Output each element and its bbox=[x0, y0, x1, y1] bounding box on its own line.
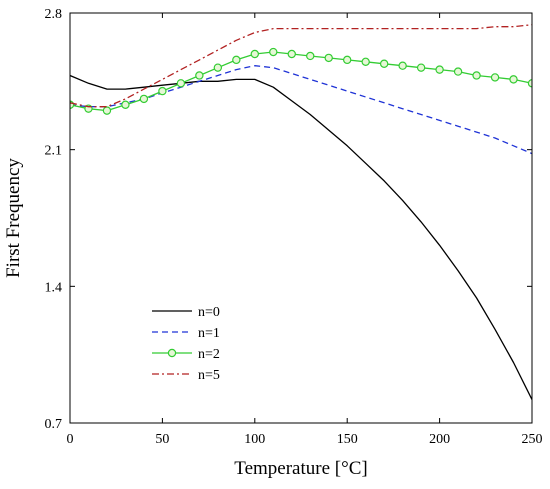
data-point bbox=[343, 55, 352, 65]
legend-label: n=5 bbox=[198, 368, 220, 383]
x-tick-label: 200 bbox=[429, 432, 450, 447]
y-tick-label: 0.7 bbox=[45, 417, 63, 432]
y-tick-label: 1.4 bbox=[45, 280, 63, 295]
data-point bbox=[176, 79, 186, 88]
series-line-n-2 bbox=[70, 51, 532, 112]
data-point bbox=[102, 106, 112, 115]
x-tick-label: 0 bbox=[67, 432, 74, 447]
data-point bbox=[158, 86, 167, 96]
legend-label: n=0 bbox=[198, 305, 220, 320]
data-point bbox=[379, 59, 389, 68]
x-axis-title: Temperature [°C] bbox=[234, 458, 367, 479]
data-point bbox=[509, 75, 518, 84]
data-point bbox=[287, 49, 296, 59]
legend-label: n=1 bbox=[198, 326, 220, 341]
data-point bbox=[250, 49, 259, 59]
data-point bbox=[269, 47, 278, 57]
x-tick-label: 250 bbox=[522, 432, 543, 447]
legend-label: n=2 bbox=[198, 347, 220, 362]
y-tick-label: 2.1 bbox=[45, 144, 63, 159]
y-axis-title: First Frequency bbox=[3, 158, 24, 278]
data-point bbox=[398, 61, 407, 70]
data-point bbox=[527, 79, 532, 88]
legend-marker bbox=[167, 348, 177, 358]
series-line-n-5 bbox=[70, 24, 532, 108]
data-point bbox=[195, 71, 204, 80]
plot-frame bbox=[69, 12, 533, 424]
data-point bbox=[232, 55, 241, 65]
series-layer bbox=[70, 24, 532, 400]
data-point bbox=[139, 94, 149, 104]
data-point bbox=[361, 57, 370, 67]
x-tick-label: 50 bbox=[155, 432, 169, 447]
data-point bbox=[416, 63, 426, 72]
data-point bbox=[306, 51, 315, 61]
data-point bbox=[213, 63, 223, 72]
series-line-n-1 bbox=[70, 65, 532, 155]
data-point bbox=[324, 53, 333, 63]
data-point bbox=[121, 100, 130, 109]
data-point bbox=[472, 71, 481, 80]
data-point bbox=[453, 67, 463, 76]
x-tick-label: 150 bbox=[337, 432, 358, 447]
series-line-n-0 bbox=[70, 74, 532, 400]
data-point bbox=[490, 73, 500, 82]
data-point bbox=[435, 65, 444, 74]
legend: n=0 n=1 n=2 n=5 bbox=[152, 305, 220, 383]
ticks-layer: 0 50 100 150 200 250 0.7 1.4 2.1 2.8 bbox=[45, 7, 543, 447]
x-tick-label: 100 bbox=[244, 432, 265, 447]
y-tick-label: 2.8 bbox=[45, 7, 63, 22]
